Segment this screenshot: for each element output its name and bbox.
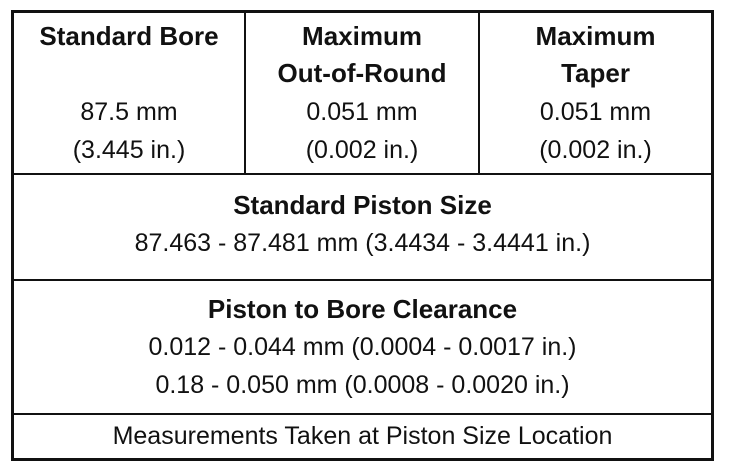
max-taper-heading-line-2: Taper bbox=[561, 58, 630, 88]
standard-bore-heading: Standard Bore bbox=[39, 21, 219, 51]
piston-size-row: Standard Piston Size 87.463 - 87.481 mm … bbox=[14, 175, 711, 281]
max-out-of-round-heading-line-1: Maximum bbox=[302, 21, 422, 51]
note-row: Measurements Taken at Piston Size Locati… bbox=[14, 415, 711, 458]
clearance-row: Piston to Bore Clearance 0.012 - 0.044 m… bbox=[14, 281, 711, 415]
standard-bore-metric: 87.5 mm bbox=[80, 98, 178, 126]
max-taper-metric: 0.051 mm bbox=[539, 98, 652, 126]
clearance-value-1: 0.012 - 0.044 mm (0.0004 - 0.0017 in.) bbox=[148, 333, 577, 361]
max-taper-imperial: (0.002 in.) bbox=[539, 136, 652, 164]
max-taper-heading-line-1: Maximum bbox=[535, 21, 656, 51]
clearance-value-2: 0.18 - 0.050 mm (0.0008 - 0.0020 in.) bbox=[155, 371, 570, 399]
standard-bore-cell: Standard Bore 87.5 mm (3.445 in.) bbox=[14, 13, 246, 173]
bore-specs-row: Standard Bore 87.5 mm (3.445 in.) Maximu… bbox=[14, 13, 711, 175]
max-out-of-round-cell: Maximum Out-of-Round 0.051 mm (0.002 in.… bbox=[246, 13, 480, 173]
max-out-of-round-heading-line-2: Out-of-Round bbox=[277, 58, 447, 88]
piston-size-value: 87.463 - 87.481 mm (3.4434 - 3.4441 in.) bbox=[134, 229, 591, 257]
clearance-heading: Piston to Bore Clearance bbox=[207, 294, 518, 324]
max-out-of-round-metric: 0.051 mm bbox=[306, 98, 418, 126]
max-out-of-round-imperial: (0.002 in.) bbox=[305, 136, 419, 164]
specification-table: Standard Bore 87.5 mm (3.445 in.) Maximu… bbox=[11, 10, 714, 461]
piston-size-heading: Standard Piston Size bbox=[233, 190, 492, 220]
max-taper-cell: Maximum Taper 0.051 mm (0.002 in.) bbox=[480, 13, 711, 173]
standard-bore-imperial: (3.445 in.) bbox=[72, 136, 186, 164]
measurement-note: Measurements Taken at Piston Size Locati… bbox=[112, 422, 613, 450]
